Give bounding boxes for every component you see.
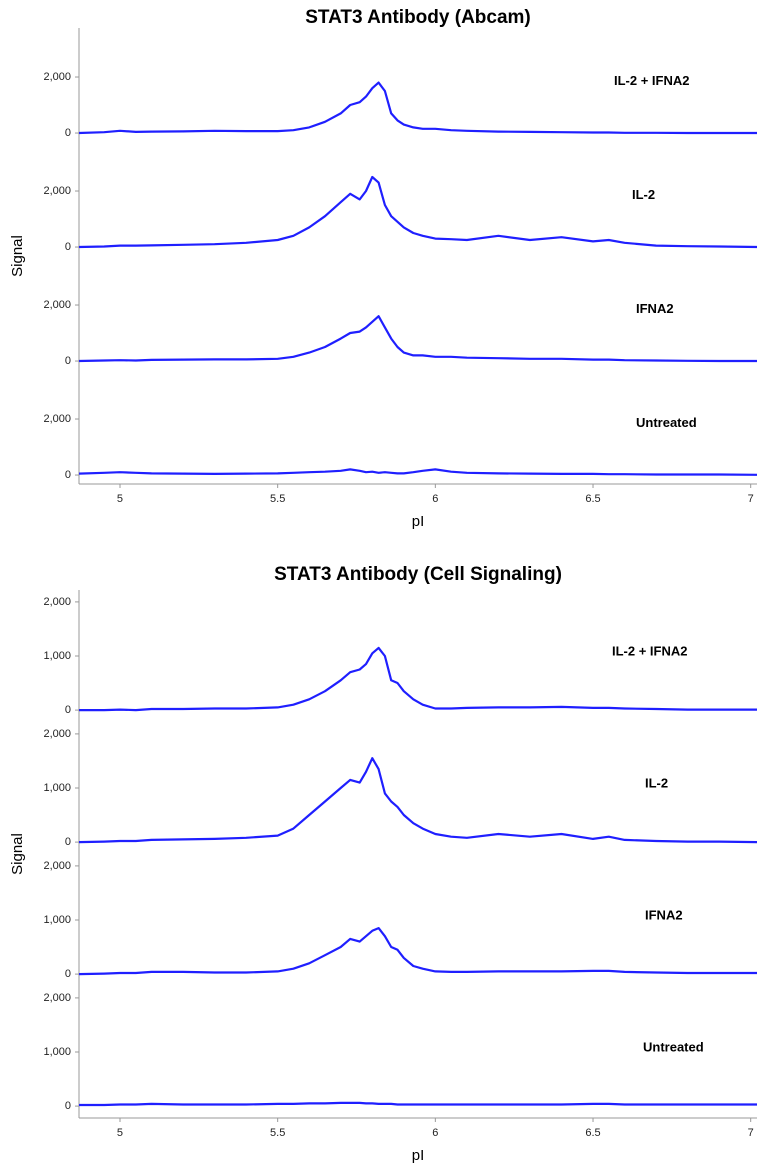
panel-label: Untreated xyxy=(643,1039,704,1054)
x-tick-label: 6 xyxy=(432,1127,438,1139)
panel-label: IL-2 + IFNA2 xyxy=(614,73,690,88)
y-tick-label: 2,000 xyxy=(43,299,71,311)
x-tick-label: 5 xyxy=(117,493,123,505)
y-tick-label: 2,000 xyxy=(43,71,71,83)
y-tick-label: 2,000 xyxy=(43,860,71,872)
y-axis-label: Signal xyxy=(9,833,26,875)
trace xyxy=(78,757,758,844)
x-tick-label: 5.5 xyxy=(270,1127,285,1139)
panel-label: IL-2 + IFNA2 xyxy=(612,643,688,658)
x-tick-label: 6.5 xyxy=(585,1127,600,1139)
y-tick-label: 1,000 xyxy=(43,782,71,794)
panel-label: IL-2 xyxy=(632,187,655,202)
y-tick-label: 0 xyxy=(65,469,71,481)
panel-label: IFNA2 xyxy=(645,907,683,922)
y-tick-label: 0 xyxy=(65,241,71,253)
panel-label: IL-2 xyxy=(645,775,668,790)
y-tick-label: 2,000 xyxy=(43,596,71,608)
x-tick-label: 5.5 xyxy=(270,493,285,505)
trace xyxy=(78,927,757,976)
trace xyxy=(79,646,757,712)
x-tick-label: 7 xyxy=(748,1127,754,1139)
y-tick-label: 1,000 xyxy=(43,650,71,662)
panel-label: Untreated xyxy=(636,415,697,430)
trace xyxy=(78,81,757,135)
y-tick-label: 0 xyxy=(65,127,71,139)
x-axis-label: pI xyxy=(412,1147,425,1164)
y-tick-label: 0 xyxy=(65,1100,71,1112)
x-tick-label: 6.5 xyxy=(585,493,600,505)
chart-title: STAT3 Antibody (Abcam) xyxy=(305,7,531,28)
trace xyxy=(78,315,757,363)
y-axis-label: Signal xyxy=(9,235,26,277)
y-tick-label: 2,000 xyxy=(43,992,71,1004)
trace xyxy=(78,175,758,249)
trace xyxy=(78,468,758,476)
x-tick-label: 7 xyxy=(748,493,754,505)
y-tick-label: 0 xyxy=(65,704,71,716)
y-tick-label: 2,000 xyxy=(43,728,71,740)
x-tick-label: 6 xyxy=(432,493,438,505)
x-axis-label: pI xyxy=(412,513,425,530)
x-tick-label: 5 xyxy=(117,1127,123,1139)
y-tick-label: 2,000 xyxy=(43,413,71,425)
y-tick-label: 1,000 xyxy=(43,1046,71,1058)
trace xyxy=(79,1101,757,1107)
y-tick-label: 0 xyxy=(65,355,71,367)
panel-label: IFNA2 xyxy=(636,301,674,316)
y-tick-label: 2,000 xyxy=(43,185,71,197)
y-tick-label: 0 xyxy=(65,836,71,848)
chart-title: STAT3 Antibody (Cell Signaling) xyxy=(274,564,562,585)
y-tick-label: 0 xyxy=(65,968,71,980)
y-tick-label: 1,000 xyxy=(43,914,71,926)
